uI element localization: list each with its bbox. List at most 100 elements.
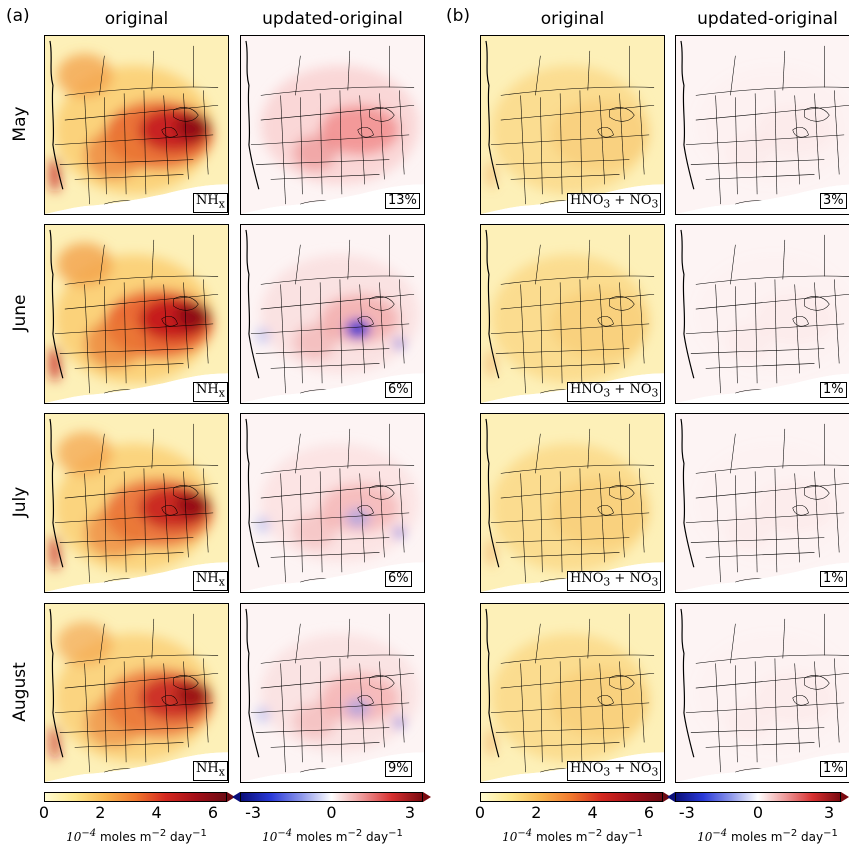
no-data-area bbox=[676, 184, 849, 214]
species-label: HNO3 + NO3 bbox=[567, 571, 662, 591]
political-borders bbox=[49, 229, 219, 402]
field-blob bbox=[728, 513, 772, 549]
percent-change-label: 13% bbox=[385, 193, 420, 209]
field-blob bbox=[256, 706, 269, 723]
unit-part-text: moles m bbox=[292, 830, 348, 844]
species-subscript: x bbox=[218, 197, 225, 211]
field-blob bbox=[175, 681, 212, 709]
map-canvas bbox=[676, 36, 849, 214]
field-blob bbox=[550, 478, 650, 548]
field-blob bbox=[48, 724, 61, 761]
unit-part-base: 10 bbox=[262, 830, 278, 844]
unit-part-exp: −4 bbox=[81, 828, 97, 839]
field-blob bbox=[48, 345, 61, 382]
no-data-area bbox=[241, 562, 424, 592]
species2-subscript: 3 bbox=[651, 197, 659, 211]
difference-colorbar-tick: 3 bbox=[404, 803, 416, 822]
no-data-area bbox=[45, 562, 228, 592]
field-blob bbox=[345, 698, 370, 717]
political-borders bbox=[485, 229, 655, 402]
map-canvas bbox=[241, 604, 424, 782]
field-blob bbox=[320, 673, 400, 723]
unit-part-exp: −4 bbox=[712, 828, 728, 839]
difference-colorbar-tick: 3 bbox=[824, 803, 835, 822]
species2-name: NO bbox=[629, 761, 652, 776]
percent-change-label: 3% bbox=[820, 193, 847, 209]
political-borders bbox=[245, 229, 415, 402]
map-canvas bbox=[676, 225, 849, 403]
map-canvas bbox=[676, 414, 849, 592]
field-blob bbox=[175, 302, 212, 330]
difference-colorbar-tick: 0 bbox=[326, 803, 337, 822]
difference-colorbar bbox=[240, 792, 423, 802]
unit-part-exp2: −2 bbox=[782, 828, 798, 839]
no-data-area bbox=[241, 373, 424, 403]
unit-part-text2: day bbox=[166, 830, 193, 844]
species-label: HNO3 + NO3 bbox=[567, 193, 662, 213]
row-label-july: July bbox=[10, 486, 30, 518]
difference-map-august bbox=[240, 603, 425, 783]
original-map-august bbox=[480, 603, 665, 783]
field-blob bbox=[550, 289, 650, 359]
unit-part-exp3: −1 bbox=[388, 828, 403, 839]
original-map-june bbox=[480, 224, 665, 404]
unit-part-exp2: −2 bbox=[151, 828, 167, 839]
species-subscript: 3 bbox=[603, 765, 611, 779]
map-canvas bbox=[481, 36, 664, 214]
map-canvas bbox=[241, 225, 424, 403]
no-data-area bbox=[241, 752, 424, 782]
original-map-june bbox=[44, 224, 229, 404]
field-blob bbox=[56, 53, 113, 98]
map-canvas bbox=[676, 604, 849, 782]
field-blob bbox=[293, 134, 337, 171]
species2-subscript: 3 bbox=[651, 575, 659, 589]
species-label: NHx bbox=[193, 761, 228, 781]
species-name: NH bbox=[196, 571, 219, 586]
original-colorbar-tick: 0 bbox=[474, 803, 486, 822]
unit-part-exp3: −1 bbox=[823, 828, 838, 839]
field-blob bbox=[175, 491, 212, 519]
field-blob bbox=[293, 512, 337, 549]
original-colorbar-tick: 6 bbox=[643, 803, 655, 822]
no-data-area bbox=[45, 752, 228, 782]
unit-part-text2: day bbox=[602, 830, 629, 844]
field-blob bbox=[485, 728, 496, 757]
difference-map-june bbox=[675, 224, 849, 404]
field-blob bbox=[485, 538, 496, 567]
political-borders bbox=[485, 40, 655, 213]
row-label-may: May bbox=[10, 106, 30, 142]
political-borders bbox=[680, 608, 849, 781]
percent-change-label: 1% bbox=[820, 571, 847, 587]
difference-map-may bbox=[675, 35, 849, 215]
species2-name: NO bbox=[629, 382, 652, 397]
field-blob bbox=[48, 534, 61, 571]
unit-part-exp2: −2 bbox=[587, 828, 603, 839]
column-title-original: original bbox=[540, 9, 605, 29]
panel-label-a: (a) bbox=[6, 6, 30, 26]
original-colorbar-tick: 6 bbox=[207, 803, 219, 822]
land-fill bbox=[676, 414, 849, 592]
row-label-august: August bbox=[10, 662, 30, 722]
unit-part-exp: −4 bbox=[517, 828, 533, 839]
original-map-may bbox=[480, 35, 665, 215]
unit-part-text: moles m bbox=[727, 830, 783, 844]
species-label: NHx bbox=[193, 382, 228, 402]
political-borders bbox=[680, 229, 849, 402]
species-label: HNO3 + NO3 bbox=[567, 382, 662, 402]
field-blob bbox=[56, 621, 113, 666]
percent-change-label: 1% bbox=[820, 382, 847, 398]
political-borders bbox=[245, 418, 415, 591]
unit-part-exp: −4 bbox=[277, 828, 293, 839]
field-blob bbox=[345, 508, 370, 527]
plus-sign: + bbox=[610, 193, 630, 208]
political-borders bbox=[49, 40, 219, 213]
original-colorbar-tick: 2 bbox=[531, 803, 542, 822]
species-subscript: 3 bbox=[603, 386, 611, 400]
field-blob bbox=[728, 703, 772, 739]
difference-colorbar-units: 10−4 moles m−2 day−1 bbox=[262, 828, 403, 844]
row-label-june: June bbox=[10, 294, 30, 332]
field-blob bbox=[394, 717, 405, 728]
species-subscript: x bbox=[218, 765, 225, 779]
field-blob bbox=[485, 349, 496, 378]
species2-subscript: 3 bbox=[651, 386, 659, 400]
